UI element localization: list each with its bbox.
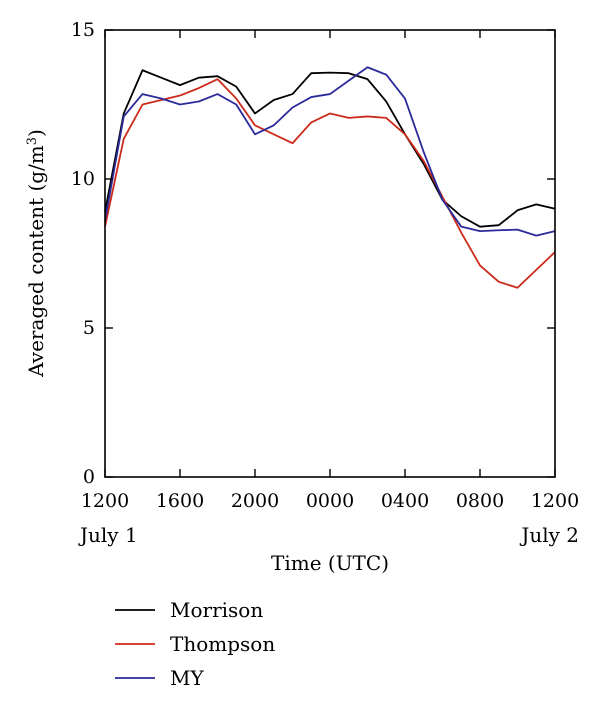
- legend-label-my: MY: [170, 666, 204, 690]
- legend-label-morrison: Morrison: [170, 598, 263, 622]
- x-tick-label: 2000: [231, 490, 279, 512]
- x-axis-title: Time (UTC): [271, 551, 389, 575]
- plot-lines: [104, 66, 556, 289]
- y-tick-label: 15: [71, 19, 95, 41]
- date-label: July 1: [78, 523, 138, 547]
- y-axis-title-superscript: 3: [25, 137, 40, 145]
- legend: Morrison Thompson MY: [115, 598, 275, 690]
- x-tick-label: 0800: [456, 490, 504, 512]
- y-tick-label: 10: [71, 168, 95, 190]
- x-tick-label: 1600: [156, 490, 204, 512]
- date-label: July 2: [519, 523, 579, 547]
- series-line-thompson: [104, 78, 556, 289]
- x-tick-label: 0400: [381, 490, 429, 512]
- y-tick-label: 5: [83, 317, 95, 339]
- x-tick-label: 1200: [531, 490, 579, 512]
- y-axis-title: Averaged content (g/m3): [24, 129, 48, 378]
- x-tick-label: 0000: [306, 490, 354, 512]
- axis-ticks: [104, 29, 556, 478]
- y-axis-title-main: Averaged content (g/m: [24, 145, 48, 378]
- y-tick-label: 0: [83, 466, 95, 488]
- legend-label-thompson: Thompson: [170, 632, 275, 656]
- x-tick-label: 1200: [81, 490, 129, 512]
- series-line-my: [104, 66, 556, 237]
- series-line-morrison: [104, 69, 556, 228]
- y-axis-title-suffix: ): [24, 129, 48, 137]
- date-labels: July 1 July 2: [78, 523, 579, 547]
